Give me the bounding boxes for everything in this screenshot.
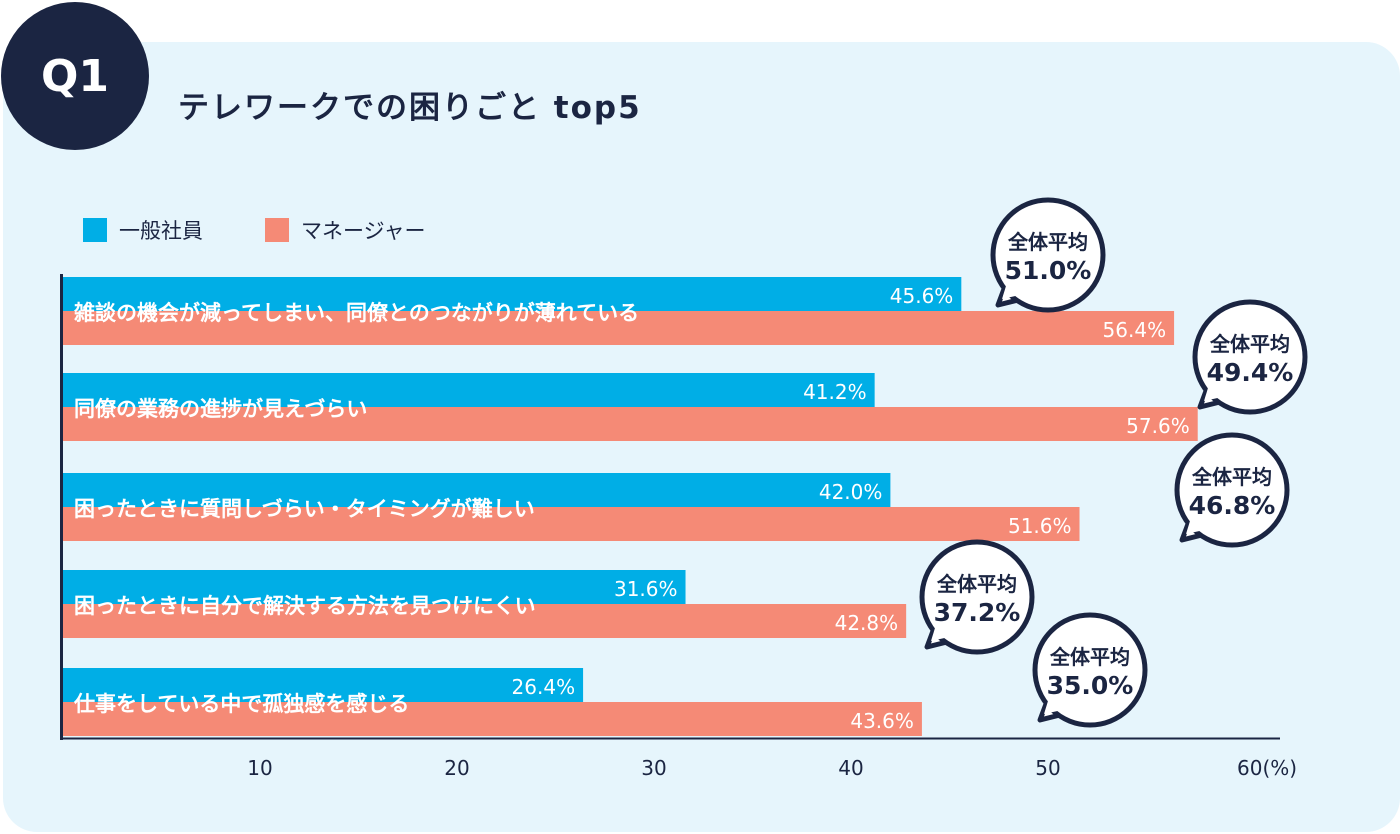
bubble-circle — [919, 539, 1035, 655]
legend-item-staff: 一般社員 — [83, 215, 203, 245]
legend-label-staff: 一般社員 — [119, 219, 203, 243]
bar-value-label: 56.4% — [1103, 318, 1167, 342]
category-label: 仕事をしている中で孤独感を感じる — [73, 692, 409, 716]
bar-staff — [63, 373, 875, 407]
bubble-tail-fill — [931, 628, 949, 641]
chart-title: テレワークでの困りごと top5 — [178, 90, 642, 126]
legend-label-manager: マネージャー — [301, 219, 426, 243]
bubble-label: 全体平均 — [1191, 465, 1272, 489]
category-label: 同僚の業務の進捗が見えづらい — [74, 397, 367, 421]
category-label: 雑談の機会が減ってしまい、同僚とのつながりが薄れている — [73, 301, 639, 325]
x-tick-label: 40 — [838, 756, 863, 780]
bar-value-label: 42.0% — [819, 480, 883, 504]
bar-value-label: 31.6% — [614, 577, 678, 601]
category-label: 困ったときに自分で解決する方法を見つけにくい — [74, 594, 536, 618]
bubble-label: 全体平均 — [1049, 645, 1130, 669]
x-tick-label: 50 — [1035, 756, 1060, 780]
bar-manager — [63, 702, 922, 736]
question-badge: Q1 — [1, 2, 149, 150]
bubble-value: 49.4% — [1207, 358, 1294, 387]
bar-staff — [63, 570, 686, 604]
bubble-value: 46.8% — [1189, 491, 1276, 520]
bubble-tail-fill — [1044, 701, 1062, 714]
bubble-tail-fill — [1002, 286, 1020, 299]
bar-value-label: 57.6% — [1126, 414, 1190, 438]
x-tick-label: 30 — [641, 756, 666, 780]
bar-staff — [63, 668, 584, 702]
bar-staff — [63, 473, 891, 507]
bar-value-label: 42.8% — [835, 611, 899, 635]
bar-value-label: 26.4% — [512, 675, 576, 699]
bubble-circle — [1192, 299, 1308, 415]
bubble-label: 全体平均 — [1209, 332, 1290, 356]
legend-swatch-manager — [265, 218, 289, 242]
bar-value-label: 45.6% — [890, 284, 954, 308]
bubble-value: 51.0% — [1005, 256, 1092, 285]
x-tick-label: 60(%) — [1237, 756, 1297, 780]
bubble-tail-fill — [1186, 521, 1204, 534]
bar-staff — [63, 277, 962, 311]
bar-manager — [63, 507, 1080, 541]
bubble-circle — [1174, 432, 1290, 548]
bubble-tail-fill — [1204, 388, 1222, 401]
x-tick-label: 20 — [444, 756, 469, 780]
bar-value-label: 43.6% — [850, 709, 914, 733]
bar-manager — [63, 311, 1175, 345]
x-tick-label: 10 — [247, 756, 272, 780]
bar-manager — [63, 407, 1198, 441]
bubble-value: 35.0% — [1047, 671, 1134, 700]
bubble-value: 37.2% — [934, 598, 1021, 627]
category-label: 困ったときに質問しづらい・タイミングが難しい — [74, 497, 535, 521]
bar-manager — [63, 604, 907, 638]
bubble-label: 全体平均 — [1007, 230, 1088, 254]
legend-swatch-staff — [83, 218, 107, 242]
bar-value-label: 51.6% — [1008, 514, 1072, 538]
bubble-label: 全体平均 — [936, 572, 1017, 596]
bubble-circle — [1032, 612, 1148, 728]
legend-item-manager: マネージャー — [265, 215, 426, 245]
bubble-circle — [990, 197, 1106, 313]
bar-value-label: 41.2% — [803, 380, 867, 404]
